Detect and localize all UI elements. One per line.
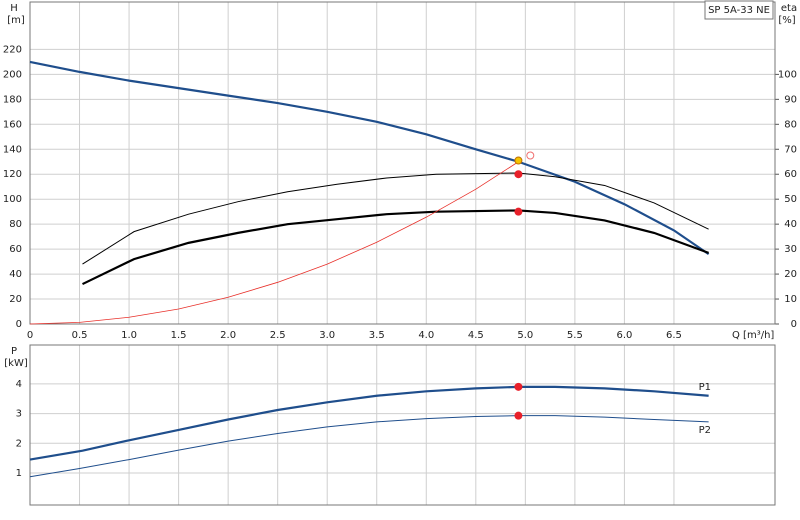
- y-axis-unit: [kW]: [4, 358, 28, 369]
- series-line: [29, 60, 710, 256]
- y2-axis-label: eta: [781, 3, 797, 14]
- series-line: [29, 161, 519, 325]
- operating-point: [514, 207, 523, 216]
- operating-point: [526, 151, 535, 160]
- operating-point: [514, 156, 523, 165]
- y-tick-label: 100: [3, 194, 22, 205]
- y2-tick-label: 40: [784, 219, 797, 230]
- x-tick-label: 6.0: [616, 330, 632, 341]
- series-line: [29, 415, 709, 478]
- plot-area: [30, 2, 775, 324]
- x-tick-label: 4.5: [468, 330, 484, 341]
- y2-tick-label: 20: [784, 269, 797, 280]
- chart-title: SP 5A-33 NE: [708, 5, 770, 16]
- series-line: [29, 385, 709, 461]
- y-tick-label: 0: [16, 319, 22, 330]
- y-tick-label: 80: [9, 219, 22, 230]
- y-tick-label: 60: [9, 244, 22, 255]
- series-label: P1: [699, 382, 711, 393]
- x-tick-label: 2.0: [220, 330, 236, 341]
- operating-point: [514, 411, 523, 420]
- x-tick-label: 2.5: [270, 330, 286, 341]
- y-tick-label: 2: [16, 438, 22, 449]
- plot-frame: [29, 1, 776, 325]
- operating-point: [514, 382, 523, 391]
- x-tick-label: 3.0: [319, 330, 335, 341]
- x-axis-label: Q [m³/h]: [732, 330, 774, 341]
- y-tick-label: 120: [3, 169, 22, 180]
- y2-tick-label: 50: [784, 194, 797, 205]
- y-axis-label: H: [10, 3, 18, 14]
- y-tick-label: 220: [3, 44, 22, 55]
- series-label: P2: [699, 425, 711, 436]
- y2-tick-label: 100: [778, 69, 797, 80]
- x-tick-label: 5.0: [517, 330, 533, 341]
- x-tick-label: 1.0: [121, 330, 137, 341]
- y-tick-label: 180: [3, 94, 22, 105]
- y-tick-label: 20: [9, 294, 22, 305]
- series-line: [82, 172, 709, 265]
- y2-tick-label: 90: [784, 94, 797, 105]
- y2-tick-label: 60: [784, 169, 797, 180]
- y-tick-label: 1: [16, 468, 22, 479]
- x-tick-label: 6.5: [666, 330, 682, 341]
- y-axis-unit: [m]: [7, 15, 25, 26]
- x-tick-label: 0: [27, 330, 33, 341]
- operating-point: [514, 170, 523, 179]
- y-tick-label: 4: [16, 379, 22, 390]
- y2-tick-label: 70: [784, 144, 797, 155]
- y2-tick-label: 30: [784, 244, 797, 255]
- y-axis-label: P: [11, 346, 17, 357]
- y2-tick-label: 0: [791, 319, 797, 330]
- y-tick-label: 3: [16, 409, 22, 420]
- y2-tick-label: 80: [784, 119, 797, 130]
- y-tick-label: 140: [3, 144, 22, 155]
- x-tick-label: 5.5: [567, 330, 583, 341]
- plot-area: [30, 345, 775, 505]
- y-tick-label: 160: [3, 119, 22, 130]
- x-tick-label: 3.5: [369, 330, 385, 341]
- y-tick-label: 200: [3, 69, 22, 80]
- y-tick-label: 40: [9, 269, 22, 280]
- x-tick-label: 4.0: [418, 330, 434, 341]
- y2-axis-unit: [%]: [778, 15, 795, 26]
- y2-tick-label: 10: [784, 294, 797, 305]
- series-line: [82, 209, 710, 286]
- x-tick-label: 1.5: [171, 330, 187, 341]
- x-tick-label: 0.5: [72, 330, 88, 341]
- plot-frame: [29, 344, 776, 506]
- title-box: [704, 0, 774, 20]
